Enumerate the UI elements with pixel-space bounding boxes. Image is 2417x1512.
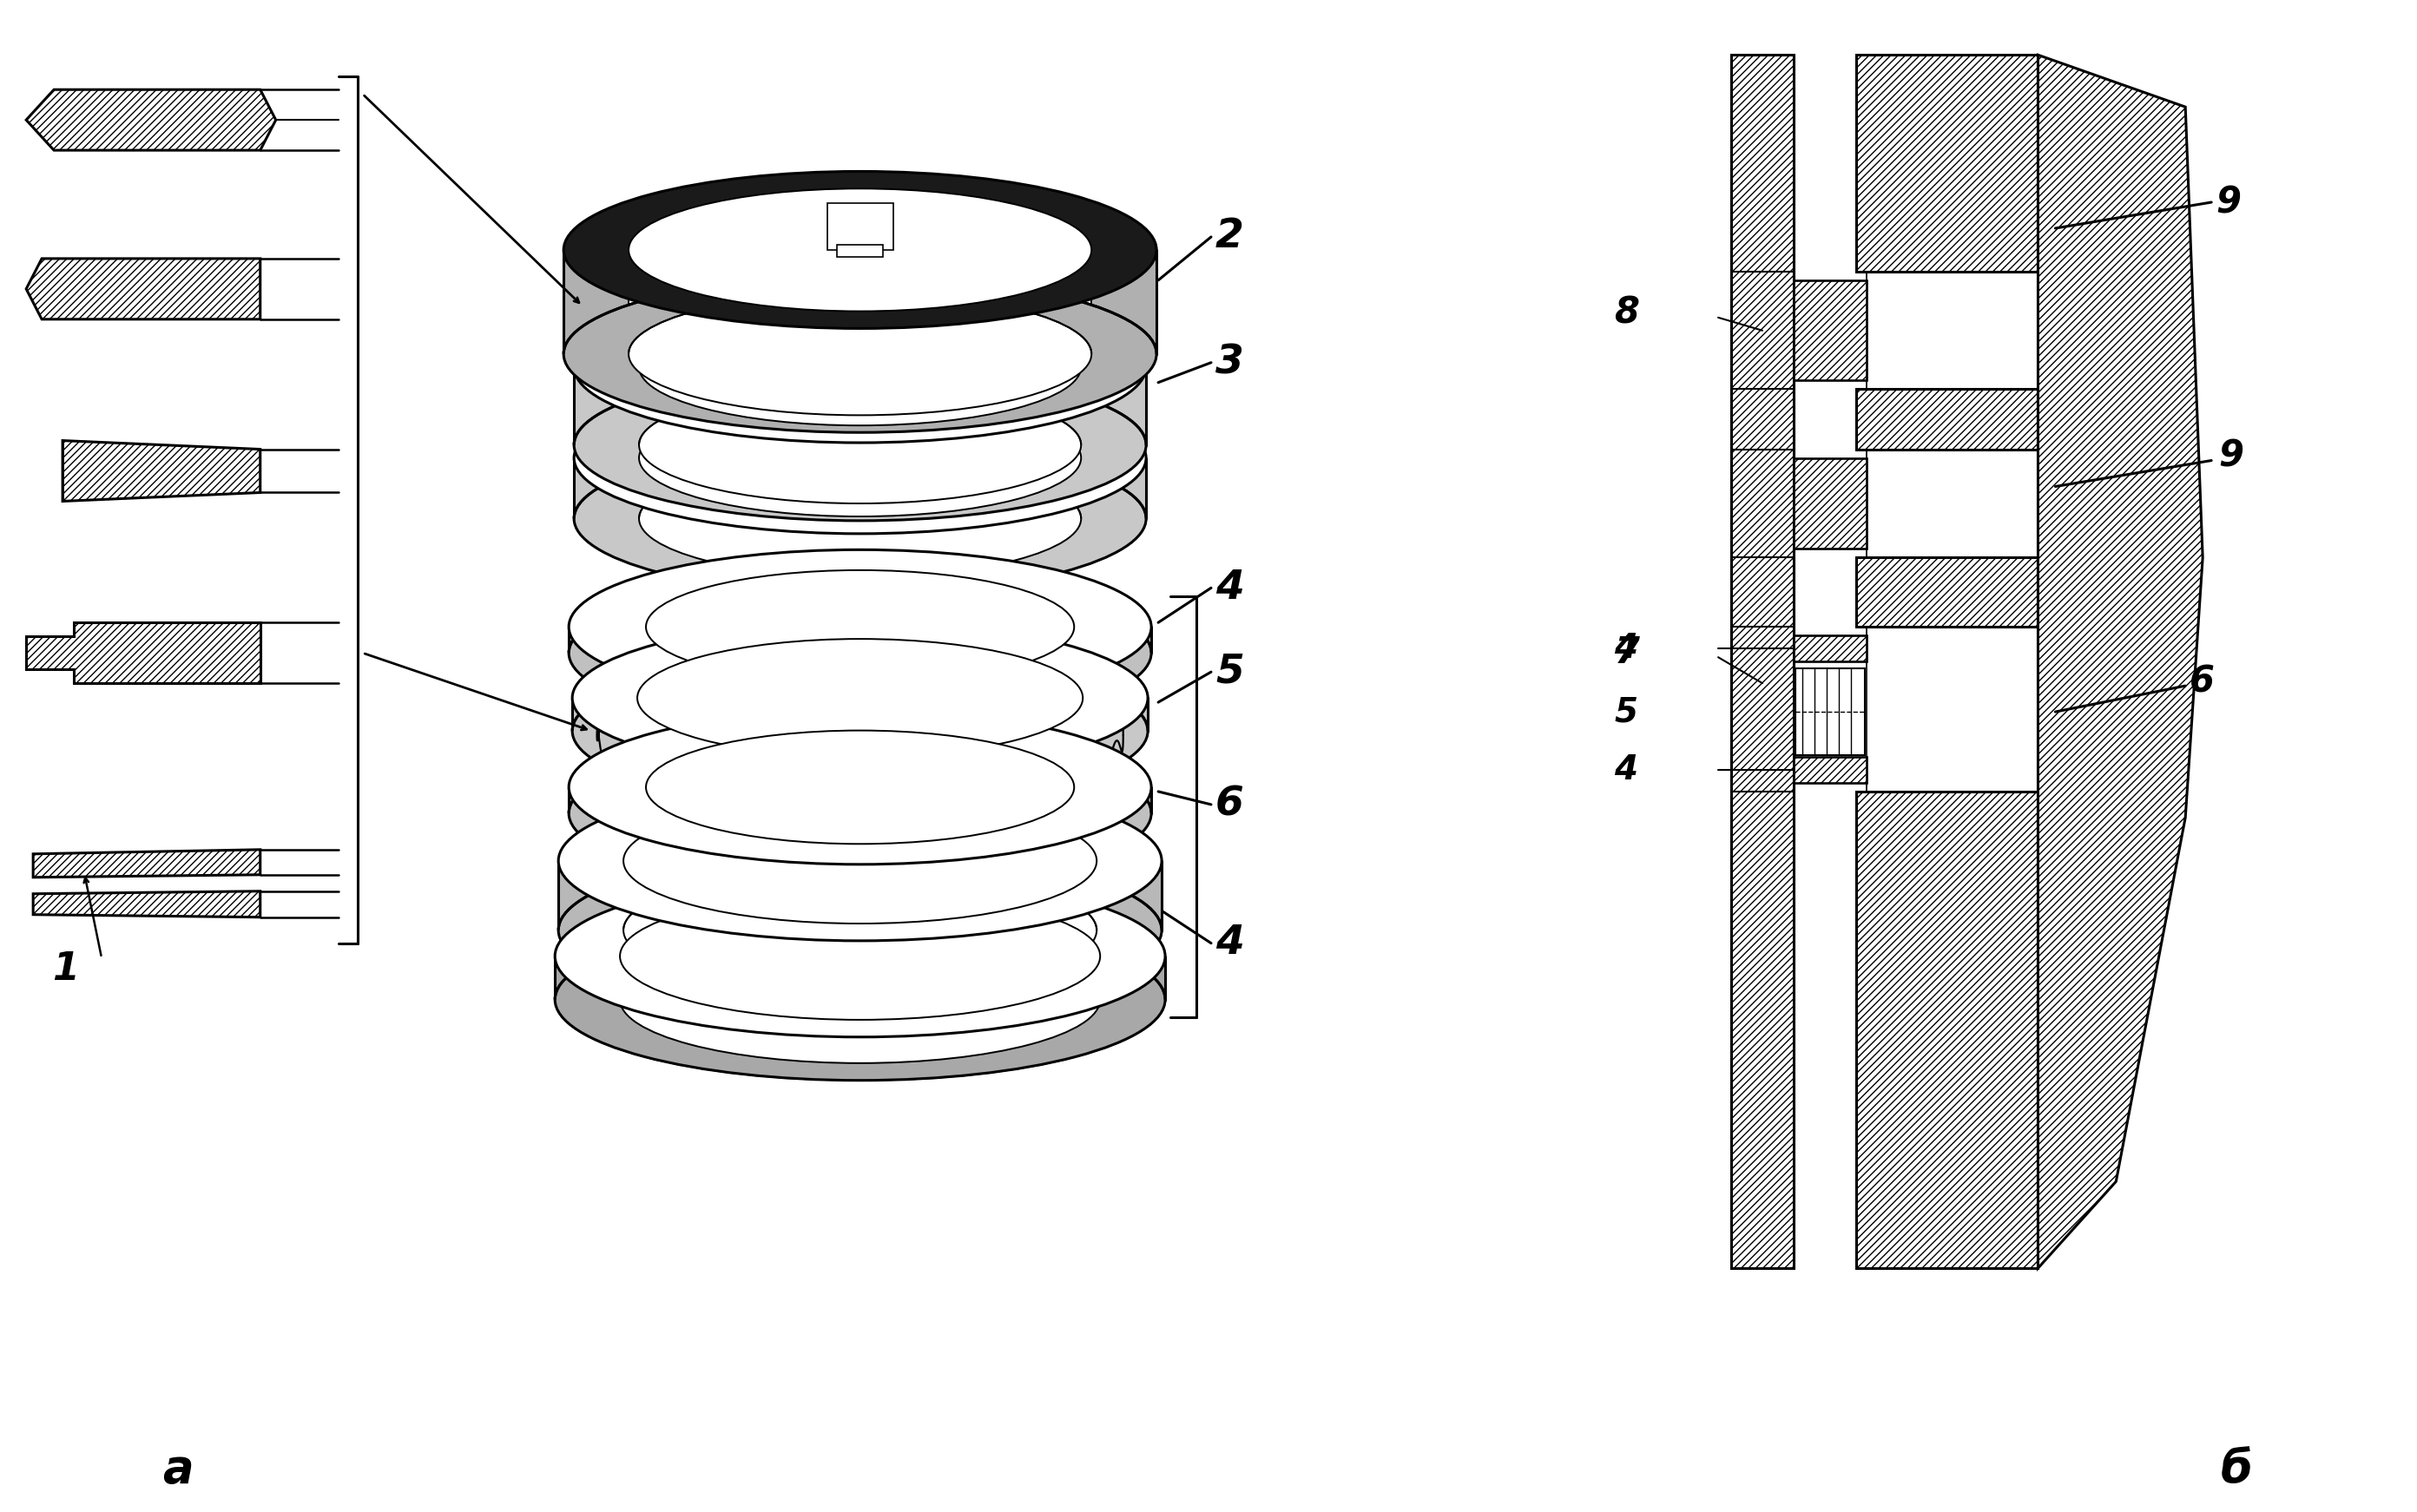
Ellipse shape <box>645 730 1073 844</box>
Ellipse shape <box>556 919 1165 1081</box>
Ellipse shape <box>573 655 1148 807</box>
Polygon shape <box>27 259 261 319</box>
Ellipse shape <box>573 292 1146 443</box>
Ellipse shape <box>645 596 1073 709</box>
Ellipse shape <box>573 621 1148 774</box>
Polygon shape <box>2038 54 2202 1269</box>
Polygon shape <box>1097 860 1163 930</box>
Ellipse shape <box>624 868 1097 993</box>
Ellipse shape <box>638 399 1080 517</box>
Text: 7: 7 <box>1615 635 1639 671</box>
Ellipse shape <box>573 383 1146 534</box>
Polygon shape <box>573 458 638 519</box>
Text: 9: 9 <box>2219 438 2243 475</box>
Polygon shape <box>34 891 261 918</box>
Polygon shape <box>1073 627 1150 653</box>
Text: 4: 4 <box>1615 753 1639 786</box>
Ellipse shape <box>638 640 1083 758</box>
Text: 4: 4 <box>1216 569 1245 608</box>
Polygon shape <box>573 699 638 730</box>
Bar <box>1793 758 1866 783</box>
Ellipse shape <box>568 711 1150 865</box>
Ellipse shape <box>638 460 1080 578</box>
Polygon shape <box>1073 788 1150 813</box>
Bar <box>1796 668 1864 754</box>
Polygon shape <box>827 203 892 249</box>
Ellipse shape <box>638 387 1080 503</box>
Text: б: б <box>2221 1447 2253 1492</box>
Bar <box>1793 458 1866 549</box>
Ellipse shape <box>624 798 1097 924</box>
Ellipse shape <box>645 570 1073 683</box>
Text: 6: 6 <box>1216 785 1245 824</box>
Ellipse shape <box>558 780 1163 940</box>
Text: 5: 5 <box>1615 696 1639 729</box>
Bar <box>836 245 882 257</box>
Bar <box>1856 558 2038 627</box>
Text: 5: 5 <box>1216 652 1245 691</box>
Text: 4: 4 <box>1615 632 1639 665</box>
Ellipse shape <box>628 293 1092 416</box>
Bar <box>1856 54 2038 272</box>
Polygon shape <box>568 788 645 813</box>
Polygon shape <box>27 623 261 683</box>
Bar <box>1793 635 1866 662</box>
Polygon shape <box>568 627 645 653</box>
Bar <box>1856 791 2038 1269</box>
Ellipse shape <box>556 875 1165 1037</box>
Ellipse shape <box>619 892 1100 1019</box>
Bar <box>1731 54 1793 1269</box>
Ellipse shape <box>563 275 1155 432</box>
Text: 2: 2 <box>1216 218 1245 257</box>
Polygon shape <box>558 860 624 930</box>
Text: 8: 8 <box>1615 295 1639 331</box>
Ellipse shape <box>628 189 1092 311</box>
Text: 1: 1 <box>53 951 80 987</box>
Text: 9: 9 <box>2216 184 2241 221</box>
Ellipse shape <box>568 576 1150 730</box>
Text: 3: 3 <box>1216 343 1245 383</box>
Ellipse shape <box>619 936 1100 1063</box>
Ellipse shape <box>645 756 1073 869</box>
Polygon shape <box>1092 249 1155 354</box>
Bar <box>834 950 887 962</box>
Ellipse shape <box>573 443 1146 594</box>
Bar <box>1793 280 1866 380</box>
Polygon shape <box>573 367 638 445</box>
Polygon shape <box>1100 956 1165 999</box>
Ellipse shape <box>638 671 1083 789</box>
Bar <box>1856 389 2038 449</box>
Polygon shape <box>27 89 276 150</box>
Text: 6: 6 <box>2190 664 2214 700</box>
Ellipse shape <box>568 736 1150 891</box>
Text: 4: 4 <box>1216 924 1245 963</box>
Ellipse shape <box>568 550 1150 705</box>
Ellipse shape <box>563 171 1155 328</box>
Polygon shape <box>1080 458 1146 519</box>
Polygon shape <box>63 440 261 500</box>
Polygon shape <box>556 956 619 999</box>
Text: a: a <box>162 1447 193 1492</box>
Polygon shape <box>34 850 261 877</box>
Polygon shape <box>1080 367 1146 445</box>
Ellipse shape <box>558 850 1163 1010</box>
Ellipse shape <box>638 308 1080 425</box>
Polygon shape <box>563 249 628 354</box>
Ellipse shape <box>573 369 1146 520</box>
Polygon shape <box>1083 699 1148 730</box>
